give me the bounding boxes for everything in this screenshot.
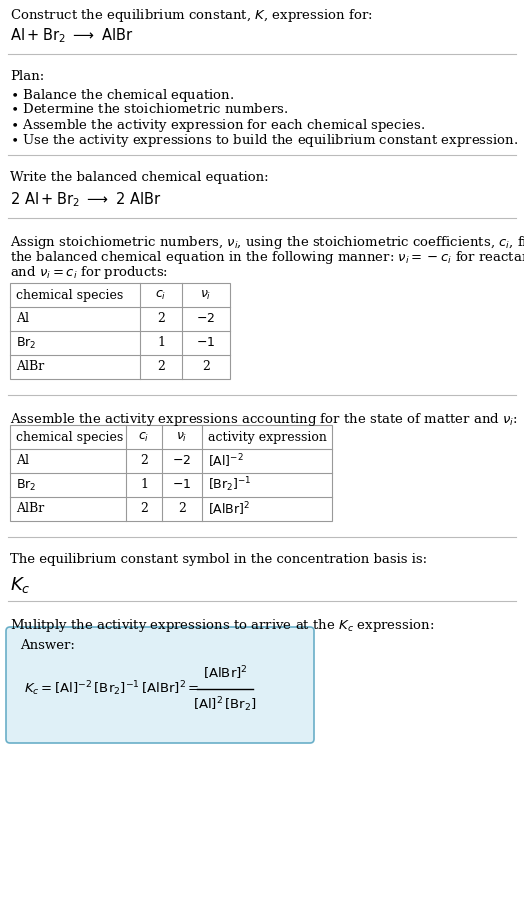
Text: $-2$: $-2$ [196, 313, 215, 325]
Bar [10, 283, 230, 379]
Text: $K_c$: $K_c$ [10, 575, 30, 595]
Text: $\mathrm{2\ Al + Br_2 \ \longrightarrow \ 2\ AlBr}$: $\mathrm{2\ Al + Br_2 \ \longrightarrow … [10, 190, 162, 209]
Text: $\bullet$ Assemble the activity expression for each chemical species.: $\bullet$ Assemble the activity expressi… [10, 117, 425, 134]
Text: 2: 2 [202, 360, 210, 373]
Text: Mulitply the activity expressions to arrive at the $K_c$ expression:: Mulitply the activity expressions to arr… [10, 617, 434, 634]
Text: $c_i$: $c_i$ [138, 431, 150, 443]
Text: $-1$: $-1$ [172, 478, 192, 492]
Text: $\bullet$ Determine the stoichiometric numbers.: $\bullet$ Determine the stoichiometric n… [10, 102, 288, 116]
Text: $[\mathrm{Al}]^{-2}$: $[\mathrm{Al}]^{-2}$ [208, 452, 244, 470]
Text: 2: 2 [157, 360, 165, 373]
Text: the balanced chemical equation in the following manner: $\nu_i = -c_i$ for react: the balanced chemical equation in the fo… [10, 249, 524, 266]
Bar [10, 425, 332, 521]
Text: $\mathrm{Br_2}$: $\mathrm{Br_2}$ [16, 335, 37, 351]
FancyBboxPatch shape [6, 627, 314, 743]
Text: $\mathrm{Br_2}$: $\mathrm{Br_2}$ [16, 477, 37, 493]
Text: 2: 2 [157, 313, 165, 325]
Text: 1: 1 [140, 478, 148, 492]
Text: Plan:: Plan: [10, 70, 44, 83]
Text: $\nu_i$: $\nu_i$ [200, 289, 212, 301]
Text: $-2$: $-2$ [172, 455, 192, 467]
Text: $[\mathrm{AlBr}]^{2}$: $[\mathrm{AlBr}]^{2}$ [203, 664, 247, 681]
Text: Answer:: Answer: [20, 639, 75, 652]
Text: $\bullet$ Balance the chemical equation.: $\bullet$ Balance the chemical equation. [10, 87, 234, 104]
Text: 1: 1 [157, 336, 165, 350]
Text: Assemble the activity expressions accounting for the state of matter and $\nu_i$: Assemble the activity expressions accoun… [10, 411, 518, 428]
Text: The equilibrium constant symbol in the concentration basis is:: The equilibrium constant symbol in the c… [10, 553, 427, 566]
Text: 2: 2 [140, 503, 148, 515]
Text: activity expression: activity expression [208, 431, 327, 443]
Text: Assign stoichiometric numbers, $\nu_i$, using the stoichiometric coefficients, $: Assign stoichiometric numbers, $\nu_i$, … [10, 234, 524, 251]
Text: $K_c = [\mathrm{Al}]^{-2}\,[\mathrm{Br_2}]^{-1}\,[\mathrm{AlBr}]^{2}$$ = $: $K_c = [\mathrm{Al}]^{-2}\,[\mathrm{Br_2… [24, 680, 200, 699]
Text: $[\mathrm{AlBr}]^{2}$: $[\mathrm{AlBr}]^{2}$ [208, 500, 250, 518]
Text: 2: 2 [140, 455, 148, 467]
Text: $-1$: $-1$ [196, 336, 215, 350]
Text: $\nu_i$: $\nu_i$ [176, 431, 188, 443]
Text: Al: Al [16, 455, 29, 467]
Text: chemical species: chemical species [16, 289, 123, 301]
Text: Write the balanced chemical equation:: Write the balanced chemical equation: [10, 171, 269, 184]
Text: Al: Al [16, 313, 29, 325]
Text: chemical species: chemical species [16, 431, 123, 443]
Text: AlBr: AlBr [16, 360, 44, 373]
Text: $c_i$: $c_i$ [156, 289, 167, 301]
Text: $\bullet$ Use the activity expressions to build the equilibrium constant express: $\bullet$ Use the activity expressions t… [10, 132, 518, 149]
Text: $[\mathrm{Al}]^{2}\,[\mathrm{Br_2}]$: $[\mathrm{Al}]^{2}\,[\mathrm{Br_2}]$ [193, 696, 257, 715]
Text: AlBr: AlBr [16, 503, 44, 515]
Text: $[\mathrm{Br_2}]^{-1}$: $[\mathrm{Br_2}]^{-1}$ [208, 476, 252, 494]
Text: $\mathrm{Al + Br_2 \ \longrightarrow \ AlBr}$: $\mathrm{Al + Br_2 \ \longrightarrow \ A… [10, 26, 134, 45]
Text: 2: 2 [178, 503, 186, 515]
Text: Construct the equilibrium constant, $K$, expression for:: Construct the equilibrium constant, $K$,… [10, 7, 373, 24]
Text: and $\nu_i = c_i$ for products:: and $\nu_i = c_i$ for products: [10, 264, 168, 281]
